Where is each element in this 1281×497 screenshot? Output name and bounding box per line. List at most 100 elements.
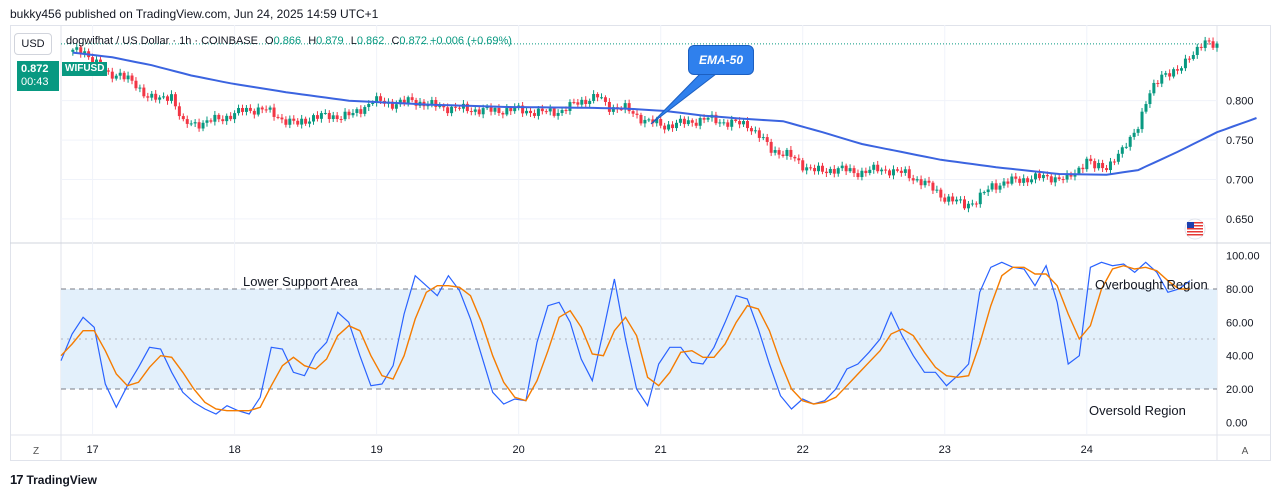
oscillator-axis-label: 20.00	[1226, 384, 1254, 396]
candle-body	[1136, 129, 1140, 133]
candle-body	[477, 109, 481, 115]
candle-body	[446, 107, 450, 114]
candle-body	[690, 120, 694, 123]
candle-body	[1144, 104, 1148, 112]
candle-body	[525, 110, 529, 114]
legend-low-label: L	[350, 35, 357, 47]
legend-open: 0.866	[273, 35, 302, 47]
candle-body	[122, 72, 126, 80]
candle-body	[655, 119, 659, 124]
candle-body	[1191, 54, 1195, 59]
candle-body	[832, 168, 836, 174]
candle-body	[414, 99, 418, 106]
tradingview-logo-icon: 17	[10, 472, 24, 487]
candle-body	[1085, 158, 1089, 170]
legend-close: 0.872	[399, 35, 427, 47]
legend-high: 0.879	[316, 35, 344, 47]
us-flag-icon	[1184, 218, 1206, 240]
candle-body	[982, 192, 986, 194]
candle-body	[1105, 168, 1109, 171]
candle-body	[323, 112, 327, 114]
candle-body	[505, 108, 509, 115]
candle-body	[189, 123, 193, 125]
candle-body	[572, 102, 576, 104]
candle-body	[331, 115, 335, 120]
price-axis-label: 0.800	[1226, 96, 1254, 108]
candle-body	[588, 100, 592, 105]
candle-body	[698, 118, 702, 126]
candle-body	[1014, 176, 1018, 179]
candle-body	[1152, 82, 1156, 94]
candle-body	[501, 112, 505, 115]
candle-body	[978, 192, 982, 205]
flag-canton	[1187, 222, 1194, 228]
candle-body	[205, 120, 209, 123]
candle-body	[162, 96, 166, 98]
candle-body	[722, 122, 726, 124]
candle-body	[793, 156, 797, 159]
oscillator-axis-label: 80.00	[1226, 284, 1254, 296]
candle-body	[600, 97, 604, 99]
candle-body	[193, 122, 197, 124]
candle-body	[789, 149, 793, 157]
candle-body	[406, 97, 410, 103]
candle-body	[181, 116, 185, 120]
candle-body	[315, 115, 319, 119]
candle-body	[686, 120, 690, 125]
candle-body	[694, 122, 698, 126]
candle-body	[272, 107, 276, 117]
candle-body	[457, 107, 461, 109]
time-axis-label: 23	[939, 444, 951, 456]
candle-body	[726, 122, 730, 127]
candle-body	[935, 189, 939, 191]
candle-body	[197, 122, 201, 129]
legend-symbol[interactable]: dogwifhat / US Dollar · 1h · COINBASE	[66, 35, 258, 47]
candle-body	[552, 108, 556, 116]
candle-body	[130, 75, 134, 81]
chart-legend: dogwifhat / US Dollar · 1h · COINBASE O0…	[66, 35, 512, 47]
candle-body	[1093, 161, 1097, 169]
legend-high-label: H	[308, 35, 317, 47]
oscillator-axis-label: 60.00	[1226, 317, 1254, 329]
candle-body	[576, 102, 580, 105]
candle-body	[765, 137, 769, 142]
candle-body	[962, 199, 966, 209]
annotation-oversold: Oversold Region	[1089, 403, 1186, 418]
candle-body	[150, 93, 154, 98]
price-axis-label: 0.750	[1226, 135, 1254, 147]
candle-body	[430, 100, 434, 105]
candle-body	[1156, 82, 1160, 84]
auto-scale-button[interactable]: A	[1241, 445, 1249, 457]
candle-body	[1061, 179, 1065, 181]
zoom-button[interactable]: Z	[32, 445, 40, 457]
candle-body	[465, 103, 469, 112]
candle-body	[706, 117, 710, 120]
bar-countdown: 00:43	[21, 76, 49, 88]
flag-stripe	[1187, 222, 1203, 224]
candle-body	[1132, 132, 1136, 137]
candle-body	[623, 103, 627, 110]
candle-body	[785, 149, 789, 156]
candle-body	[544, 111, 548, 113]
footer-brand-text: TradingView	[26, 472, 97, 487]
candle-body	[702, 118, 706, 120]
candle-body	[556, 113, 560, 116]
candle-body	[95, 59, 99, 64]
candle-body	[154, 93, 158, 100]
candle-body	[927, 180, 931, 183]
candle-body	[312, 115, 316, 122]
candle-body	[761, 137, 765, 139]
candle-body	[899, 170, 903, 173]
currency-button[interactable]: USD	[14, 33, 52, 55]
candle-body	[884, 169, 888, 171]
candle-body	[363, 107, 367, 114]
candle-body	[856, 173, 860, 178]
oscillator-axis-label: 0.00	[1226, 417, 1247, 429]
candle-body	[742, 121, 746, 125]
candle-body	[509, 108, 513, 112]
candle-body	[876, 164, 880, 172]
candle-body	[753, 130, 757, 132]
candle-body	[394, 104, 398, 109]
candle-body	[1057, 177, 1061, 180]
